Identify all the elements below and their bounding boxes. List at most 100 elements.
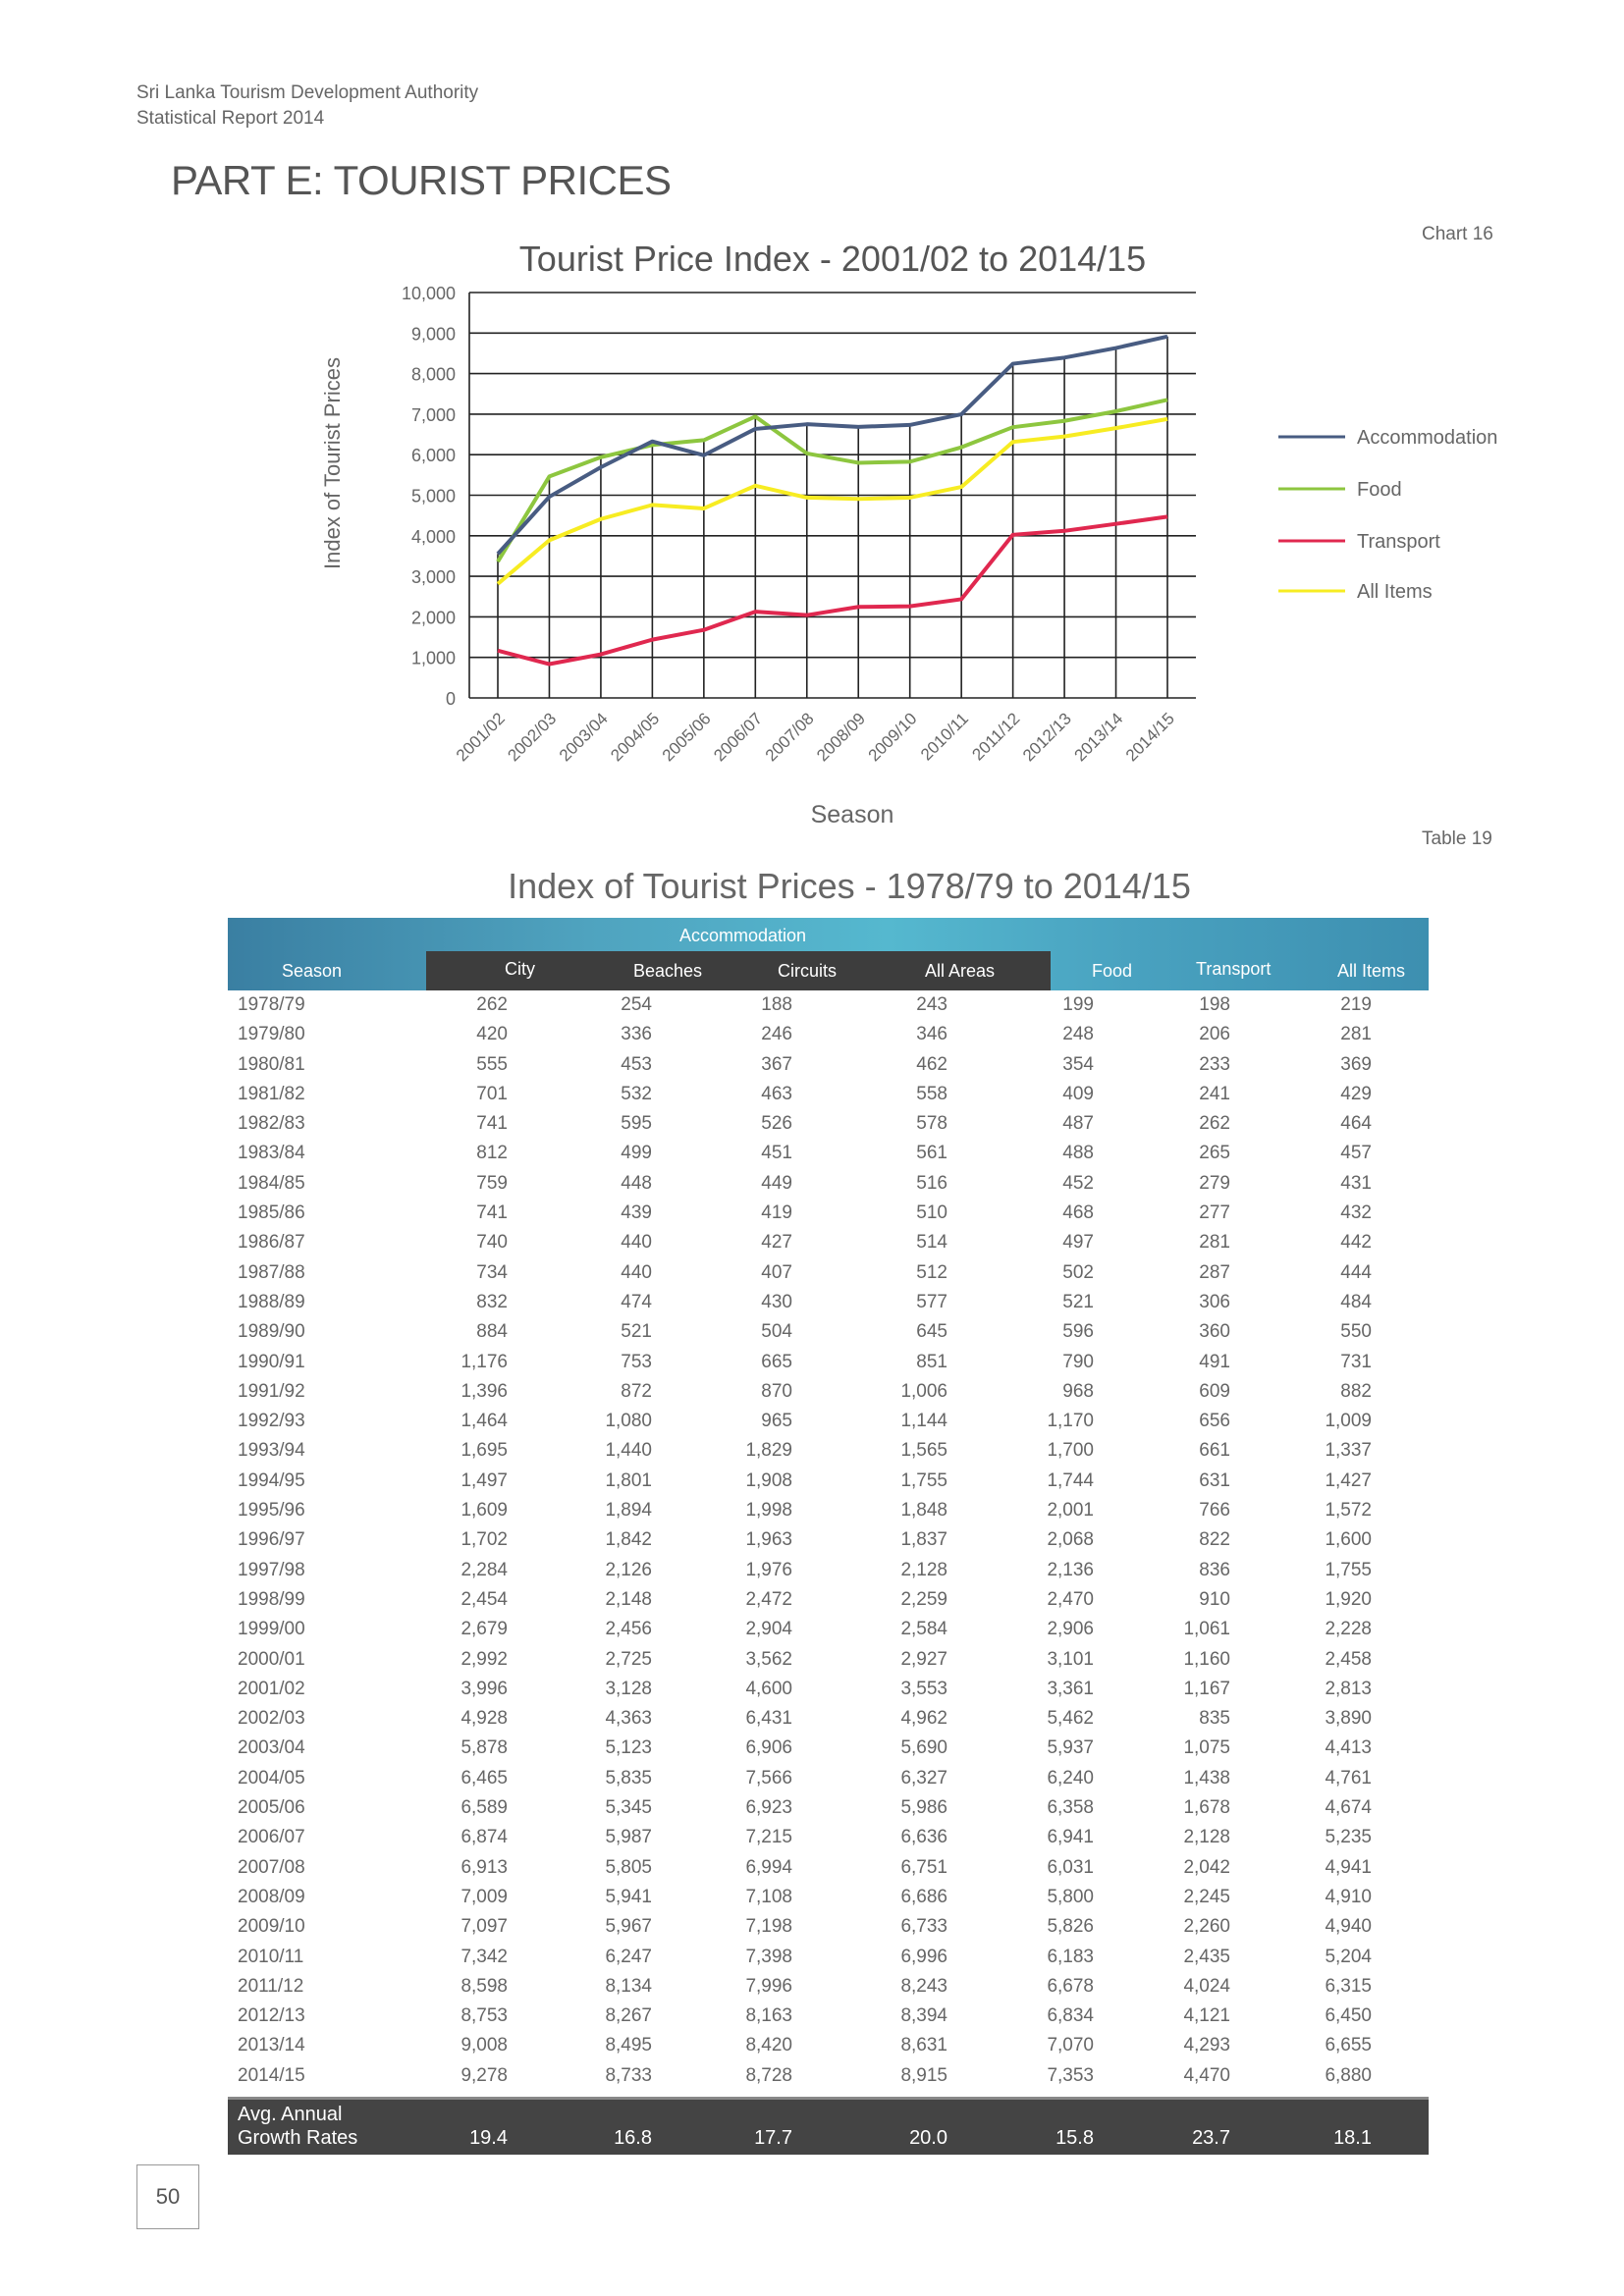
x-tick-label: 2011/12 <box>968 709 1023 764</box>
season-cell: 2004/05 <box>238 1767 305 1789</box>
growth-rates-row: Avg. Annual Growth Rates 19.4 16.8 17.7 20.… <box>228 2096 1429 2155</box>
season-cell: 2006/07 <box>238 1827 305 1848</box>
value-cell: 4,121 <box>1183 2005 1230 2027</box>
value-cell: 6,031 <box>1047 1856 1094 1878</box>
value-cell: 740 <box>476 1232 508 1254</box>
season-cell: 1984/85 <box>238 1172 305 1194</box>
value-cell: 487 <box>1062 1113 1094 1135</box>
value-cell: 188 <box>761 994 792 1015</box>
value-cell: 6,880 <box>1325 2064 1372 2086</box>
value-cell: 8,733 <box>605 2064 652 2086</box>
value-cell: 420 <box>476 1024 508 1045</box>
season-cell: 2012/13 <box>238 2005 305 2027</box>
value-cell: 243 <box>916 994 947 1015</box>
table-row: 1990/91 1,176 753 665 851 790 491 731 <box>228 1348 1429 1377</box>
value-cell: 6,874 <box>460 1827 508 1848</box>
value-cell: 440 <box>621 1232 652 1254</box>
x-tick-label: 2004/05 <box>607 709 663 765</box>
y-tick-label: 4,000 <box>411 527 456 547</box>
value-cell: 502 <box>1062 1261 1094 1283</box>
series-line-transport <box>497 514 1168 667</box>
value-cell: 7,342 <box>460 1946 508 1967</box>
column-header-circuits: Circuits <box>778 961 838 981</box>
value-cell: 1,920 <box>1325 1588 1372 1610</box>
value-cell: 427 <box>761 1232 792 1254</box>
value-cell: 2,454 <box>460 1588 508 1610</box>
value-cell: 265 <box>1199 1143 1230 1164</box>
value-cell: 5,345 <box>605 1797 652 1819</box>
season-cell: 2007/08 <box>238 1856 305 1878</box>
value-cell: 4,024 <box>1183 1975 1230 1997</box>
table-row: 2009/10 7,097 5,967 7,198 6,733 5,826 2,260 4,9… <box>228 1912 1429 1942</box>
table-row: 2003/04 5,878 5,123 6,906 5,690 5,937 1,075 4,4… <box>228 1734 1429 1763</box>
column-header-season: Season <box>282 961 343 981</box>
value-cell: 2,927 <box>900 1648 947 1670</box>
value-cell: 2,435 <box>1183 1946 1230 1967</box>
x-tick-label: 2009/10 <box>865 709 921 765</box>
value-cell: 2,126 <box>605 1559 652 1580</box>
value-cell: 1,702 <box>460 1529 508 1551</box>
table-row: 1985/86 741 439 419 510 468 277 432 <box>228 1199 1429 1228</box>
value-cell: 9,278 <box>460 2064 508 2086</box>
season-cell: 1987/88 <box>238 1261 305 1283</box>
y-tick-label: 8,000 <box>411 365 456 385</box>
value-cell: 8,420 <box>745 2035 792 2056</box>
value-cell: 1,837 <box>900 1529 947 1551</box>
value-cell: 5,204 <box>1325 1946 1372 1967</box>
value-cell: 474 <box>621 1291 652 1312</box>
legend-label: All Items <box>1357 581 1433 603</box>
value-cell: 1,009 <box>1325 1411 1372 1432</box>
value-cell: 281 <box>1199 1232 1230 1254</box>
value-cell: 7,996 <box>745 1975 792 1997</box>
value-cell: 233 <box>1199 1053 1230 1075</box>
value-cell: 1,427 <box>1325 1469 1372 1491</box>
value-cell: 1,160 <box>1183 1648 1230 1670</box>
value-cell: 836 <box>1199 1559 1230 1580</box>
value-cell: 1,842 <box>605 1529 652 1551</box>
value-cell: 822 <box>1199 1529 1230 1551</box>
value-cell: 440 <box>621 1261 652 1283</box>
value-cell: 491 <box>1199 1351 1230 1372</box>
table-row: 1992/93 1,464 1,080 965 1,144 1,170 656 1,009 <box>228 1407 1429 1436</box>
season-cell: 2009/10 <box>238 1916 305 1938</box>
value-cell: 8,394 <box>900 2005 947 2027</box>
value-cell: 7,566 <box>745 1767 792 1789</box>
value-cell: 5,937 <box>1047 1737 1094 1759</box>
value-cell: 516 <box>916 1172 947 1194</box>
season-cell: 2008/09 <box>238 1886 305 1907</box>
value-cell: 6,906 <box>745 1737 792 1759</box>
value-cell: 453 <box>621 1053 652 1075</box>
value-cell: 6,996 <box>900 1946 947 1967</box>
x-tick-label: 2007/08 <box>762 709 818 765</box>
value-cell: 1,976 <box>745 1559 792 1580</box>
value-cell: 6,834 <box>1047 2005 1094 2027</box>
season-cell: 1978/79 <box>238 994 305 1015</box>
report-organization: Sri Lanka Tourism Development Authority <box>136 82 479 103</box>
y-tick-label: 1,000 <box>411 649 456 668</box>
value-cell: 6,240 <box>1047 1767 1094 1789</box>
value-cell: 631 <box>1199 1469 1230 1491</box>
value-cell: 497 <box>1062 1232 1094 1254</box>
value-cell: 7,097 <box>460 1916 508 1938</box>
table-row: 1994/95 1,497 1,801 1,908 1,755 1,744 631 1,427 <box>228 1467 1429 1496</box>
value-cell: 5,826 <box>1047 1916 1094 1938</box>
value-cell: 4,941 <box>1325 1856 1372 1878</box>
season-cell: 1993/94 <box>238 1440 305 1462</box>
value-cell: 2,584 <box>900 1619 947 1640</box>
season-cell: 1988/89 <box>238 1291 305 1312</box>
value-cell: 656 <box>1199 1411 1230 1432</box>
value-cell: 1,695 <box>460 1440 508 1462</box>
value-cell: 577 <box>916 1291 947 1312</box>
value-cell: 2,456 <box>605 1619 652 1640</box>
x-tick-label: 2006/07 <box>710 709 766 765</box>
table-row: 1996/97 1,702 1,842 1,963 1,837 2,068 822 1,600 <box>228 1525 1429 1555</box>
value-cell: 8,753 <box>460 2005 508 2027</box>
season-cell: 1989/90 <box>238 1321 305 1343</box>
value-cell: 2,245 <box>1183 1886 1230 1907</box>
table-row: 1978/79 262 254 188 243 199 198 219 <box>228 990 1429 1020</box>
chart-number: Chart 16 <box>1422 224 1493 244</box>
value-cell: 1,678 <box>1183 1797 1230 1819</box>
growth-rate-value: 15.8 <box>1056 2126 1094 2149</box>
value-cell: 419 <box>761 1202 792 1224</box>
value-cell: 526 <box>761 1113 792 1135</box>
